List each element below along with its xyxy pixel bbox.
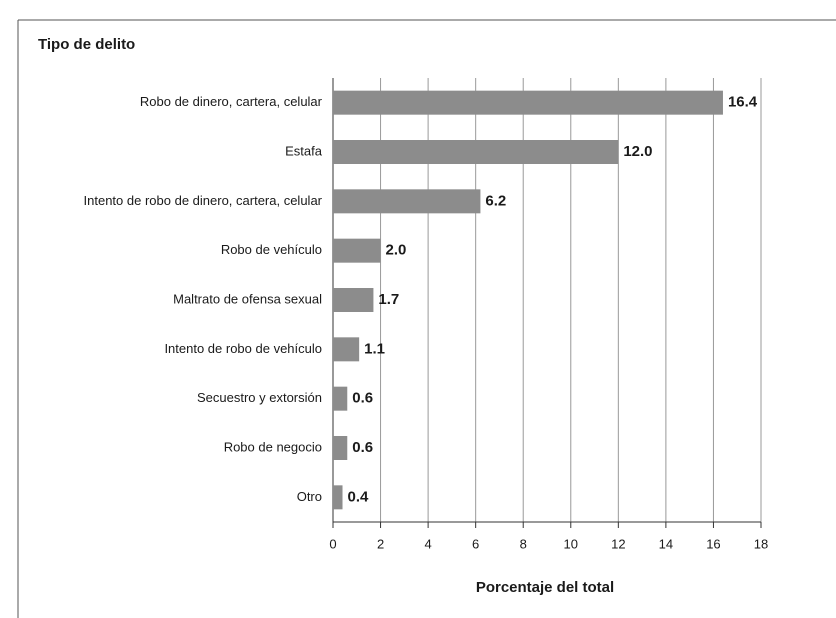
x-tick-label: 16 bbox=[706, 536, 720, 551]
y-tick-label: Intento de robo de vehículo bbox=[164, 341, 322, 356]
data-label: 12.0 bbox=[623, 143, 652, 160]
bar bbox=[333, 485, 343, 510]
x-tick-label: 2 bbox=[377, 536, 384, 551]
y-tick-label: Otro bbox=[297, 489, 322, 504]
x-tick-label: 6 bbox=[472, 536, 479, 551]
bar bbox=[333, 436, 348, 460]
y-tick-label: Maltrato de ofensa sexual bbox=[173, 291, 322, 306]
bar bbox=[333, 140, 619, 164]
data-label: 2.0 bbox=[386, 242, 407, 259]
x-tick-label: 10 bbox=[564, 536, 578, 551]
bar bbox=[333, 238, 381, 263]
x-tick-label: 12 bbox=[611, 536, 625, 551]
x-tick-label: 18 bbox=[754, 536, 768, 551]
y-tick-label: Secuestro y extorsión bbox=[197, 390, 322, 405]
x-tick-label: 0 bbox=[329, 536, 336, 551]
y-tick-label: Robo de negocio bbox=[224, 439, 322, 454]
data-label: 6.2 bbox=[485, 192, 506, 209]
y-tick-label: Robo de vehículo bbox=[221, 242, 322, 257]
x-tick-label: 14 bbox=[659, 536, 673, 551]
x-tick-label: 8 bbox=[520, 536, 527, 551]
x-axis-label: Porcentaje del total bbox=[476, 579, 614, 596]
bar bbox=[333, 337, 360, 362]
bar bbox=[333, 386, 348, 411]
chart-title: Tipo de delito bbox=[38, 36, 135, 53]
bar bbox=[333, 288, 374, 312]
data-label: 0.6 bbox=[352, 390, 373, 407]
bar bbox=[333, 189, 481, 214]
x-tick-label: 4 bbox=[424, 536, 431, 551]
bar bbox=[333, 90, 723, 115]
y-tick-label: Intento de robo de dinero, cartera, celu… bbox=[84, 193, 323, 208]
data-label: 0.4 bbox=[348, 488, 370, 505]
y-tick-label: Robo de dinero, cartera, celular bbox=[140, 94, 323, 109]
data-label: 1.1 bbox=[364, 340, 385, 357]
data-label: 1.7 bbox=[378, 291, 399, 308]
data-label: 16.4 bbox=[728, 94, 758, 111]
y-tick-label: Estafa bbox=[285, 143, 323, 158]
data-label: 0.6 bbox=[352, 439, 373, 456]
